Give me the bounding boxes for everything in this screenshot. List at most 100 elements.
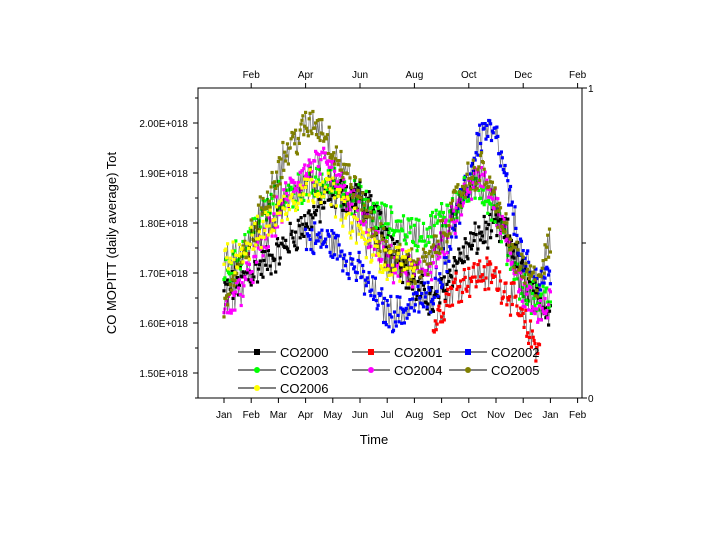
data-point	[228, 308, 232, 312]
data-point	[353, 209, 358, 213]
data-point	[538, 297, 542, 301]
data-point	[518, 297, 522, 301]
x-tick-label: Sep	[433, 410, 451, 421]
data-point	[292, 190, 296, 194]
data-point	[400, 263, 404, 267]
data-point	[501, 231, 505, 235]
data-point	[428, 288, 432, 292]
data-point	[362, 203, 367, 207]
data-point	[311, 188, 315, 192]
data-point	[328, 197, 332, 201]
data-point	[267, 216, 271, 220]
data-point	[481, 161, 485, 165]
data-point	[384, 204, 388, 208]
data-point	[407, 266, 411, 270]
data-point	[463, 237, 467, 241]
data-point	[310, 228, 314, 232]
data-point	[388, 266, 392, 270]
data-point	[261, 196, 265, 201]
data-point	[518, 265, 523, 269]
data-point	[483, 170, 487, 174]
data-point	[290, 130, 294, 135]
data-point	[516, 262, 520, 266]
data-point	[418, 239, 422, 243]
data-point	[307, 209, 311, 213]
data-point	[268, 264, 272, 268]
data-point	[495, 125, 499, 129]
data-point	[536, 351, 540, 356]
data-point	[500, 156, 504, 160]
data-point	[515, 277, 519, 281]
data-point	[364, 208, 368, 212]
data-point	[315, 119, 319, 123]
data-point	[250, 229, 254, 233]
data-point	[251, 280, 255, 285]
data-point	[539, 269, 543, 273]
legend-marker	[254, 367, 260, 373]
data-point	[348, 208, 352, 212]
data-point	[277, 156, 281, 160]
data-point	[334, 233, 338, 237]
data-point	[414, 260, 418, 264]
data-point	[343, 216, 348, 220]
x-axis-label: Time	[360, 432, 388, 447]
data-point	[334, 173, 338, 177]
data-point	[525, 302, 529, 307]
data-point	[242, 271, 246, 275]
data-point	[238, 293, 242, 297]
data-point	[343, 264, 348, 268]
data-point	[249, 218, 253, 222]
data-point	[531, 270, 535, 274]
data-point	[363, 220, 367, 224]
data-point	[254, 254, 258, 258]
data-point	[311, 216, 315, 220]
data-point	[338, 188, 342, 192]
data-point	[365, 215, 369, 219]
data-point	[482, 203, 486, 207]
data-point	[304, 174, 308, 178]
data-point	[351, 205, 355, 209]
data-point	[474, 233, 478, 237]
data-point	[469, 231, 473, 235]
data-point	[418, 260, 422, 264]
data-point	[365, 239, 369, 243]
data-point	[311, 180, 315, 184]
data-point	[414, 217, 418, 221]
data-point	[401, 229, 405, 233]
data-point	[510, 200, 514, 204]
data-point	[319, 191, 323, 195]
data-point	[374, 226, 378, 230]
data-point	[330, 165, 334, 169]
data-point	[224, 302, 228, 307]
data-point	[372, 294, 377, 298]
data-point	[302, 192, 306, 196]
data-point	[528, 319, 533, 323]
data-point	[300, 186, 304, 190]
data-point	[402, 238, 406, 242]
data-point	[342, 193, 346, 197]
data-point	[234, 253, 238, 257]
data-point	[255, 240, 260, 244]
data-point	[481, 278, 485, 283]
data-point	[474, 285, 478, 289]
data-point	[434, 265, 438, 269]
data-point	[385, 235, 389, 239]
data-point	[527, 276, 532, 280]
data-point	[475, 187, 479, 191]
data-point	[262, 245, 266, 249]
data-point	[224, 247, 228, 251]
data-point	[412, 266, 416, 270]
data-point	[442, 255, 446, 259]
data-point	[457, 192, 461, 196]
data-point	[336, 163, 340, 167]
data-point	[366, 199, 370, 203]
data-point	[537, 308, 541, 312]
data-point	[412, 223, 416, 227]
y-tick-label: 2.00E+018	[139, 119, 188, 130]
data-point	[269, 185, 273, 189]
data-point	[477, 279, 481, 283]
data-point	[346, 272, 350, 276]
data-point	[256, 203, 261, 207]
data-point	[519, 277, 523, 281]
data-point	[290, 180, 294, 184]
